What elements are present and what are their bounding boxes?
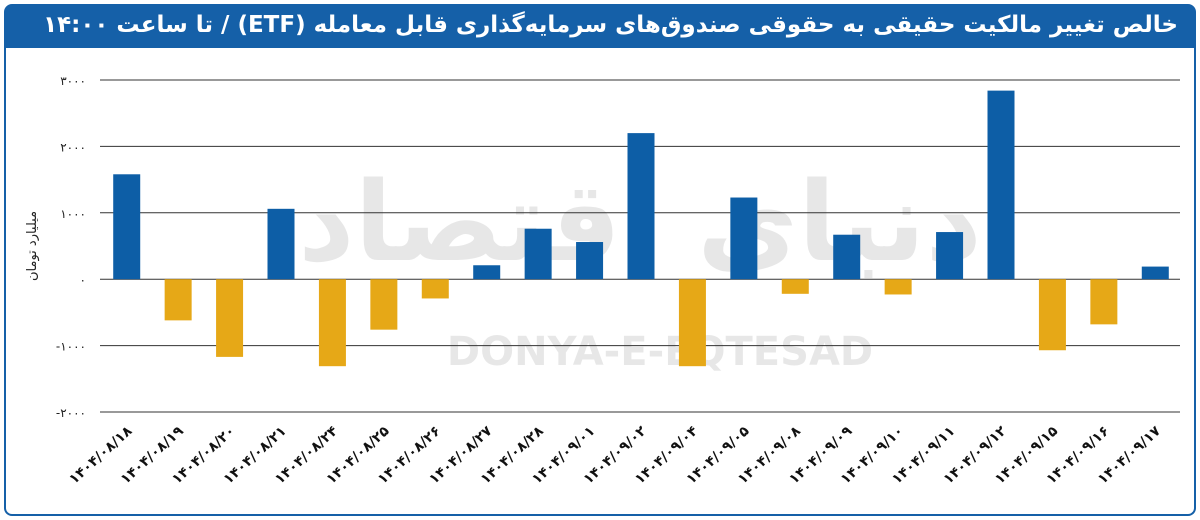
bar xyxy=(473,265,501,280)
bar xyxy=(1090,279,1118,325)
y-tick-label: -۲۰۰۰ xyxy=(56,406,86,420)
bar xyxy=(576,242,604,280)
bar xyxy=(216,279,244,357)
bar xyxy=(421,279,449,299)
bar xyxy=(164,279,192,321)
y-tick-label: ۱۰۰۰ xyxy=(60,207,86,221)
bar xyxy=(1038,279,1066,351)
bar xyxy=(627,133,655,280)
bar xyxy=(833,234,861,280)
bar xyxy=(987,90,1015,280)
bar xyxy=(113,174,141,280)
chart-title: خالص تغییر مالکیت حقیقی به حقوقی صندوق‌ه… xyxy=(43,12,1178,38)
title-bar: خالص تغییر مالکیت حقیقی به حقوقی صندوق‌ه… xyxy=(4,4,1196,48)
bar xyxy=(730,197,758,280)
y-tick-label: ۳۰۰۰ xyxy=(60,74,86,88)
bar xyxy=(884,279,912,295)
bars xyxy=(113,90,1169,367)
chart-box xyxy=(4,48,1196,516)
y-axis-label: میلیارد تومان xyxy=(25,211,40,281)
watermark-en: DONYA-E-EQTESAD xyxy=(447,329,873,375)
bar xyxy=(1141,266,1169,280)
bar xyxy=(370,279,398,330)
bar xyxy=(678,279,706,367)
bar xyxy=(936,232,964,280)
x-tick-labels: ۱۴۰۴/۰۸/۱۸۱۴۰۴/۰۸/۱۹۱۴۰۴/۰۸/۲۰۱۴۰۴/۰۸/۲۱… xyxy=(66,423,1164,488)
bar xyxy=(318,279,346,367)
bar xyxy=(781,279,809,294)
y-tick-label: ۰ xyxy=(80,273,86,287)
bar xyxy=(267,208,295,280)
y-tick-labels: ۳۰۰۰ ۲۰۰۰ ۱۰۰۰ ۰ -۱۰۰۰ -۲۰۰۰ xyxy=(56,74,86,420)
y-tick-label: -۱۰۰۰ xyxy=(56,340,86,354)
bar xyxy=(524,228,552,280)
y-tick-label: ۲۰۰۰ xyxy=(60,140,86,154)
